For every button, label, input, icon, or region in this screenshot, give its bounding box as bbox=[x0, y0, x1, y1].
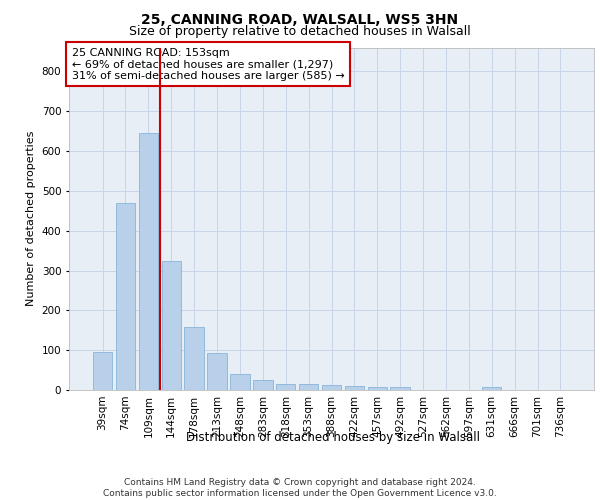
Bar bbox=[139, 133, 158, 390]
Bar bbox=[299, 384, 319, 390]
Text: Distribution of detached houses by size in Walsall: Distribution of detached houses by size … bbox=[186, 431, 480, 444]
Bar bbox=[482, 387, 502, 390]
Bar bbox=[391, 387, 410, 390]
Text: 25, CANNING ROAD, WALSALL, WS5 3HN: 25, CANNING ROAD, WALSALL, WS5 3HN bbox=[142, 12, 458, 26]
Y-axis label: Number of detached properties: Number of detached properties bbox=[26, 131, 36, 306]
Bar bbox=[93, 352, 112, 390]
Text: Size of property relative to detached houses in Walsall: Size of property relative to detached ho… bbox=[129, 25, 471, 38]
Bar bbox=[276, 384, 295, 390]
Bar bbox=[116, 203, 135, 390]
Bar bbox=[368, 387, 387, 390]
Bar bbox=[184, 327, 204, 390]
Bar bbox=[322, 385, 341, 390]
Text: Contains HM Land Registry data © Crown copyright and database right 2024.
Contai: Contains HM Land Registry data © Crown c… bbox=[103, 478, 497, 498]
Bar bbox=[344, 386, 364, 390]
Bar bbox=[253, 380, 272, 390]
Bar bbox=[208, 354, 227, 390]
Bar bbox=[230, 374, 250, 390]
Bar bbox=[161, 260, 181, 390]
Text: 25 CANNING ROAD: 153sqm
← 69% of detached houses are smaller (1,297)
31% of semi: 25 CANNING ROAD: 153sqm ← 69% of detache… bbox=[71, 48, 344, 80]
